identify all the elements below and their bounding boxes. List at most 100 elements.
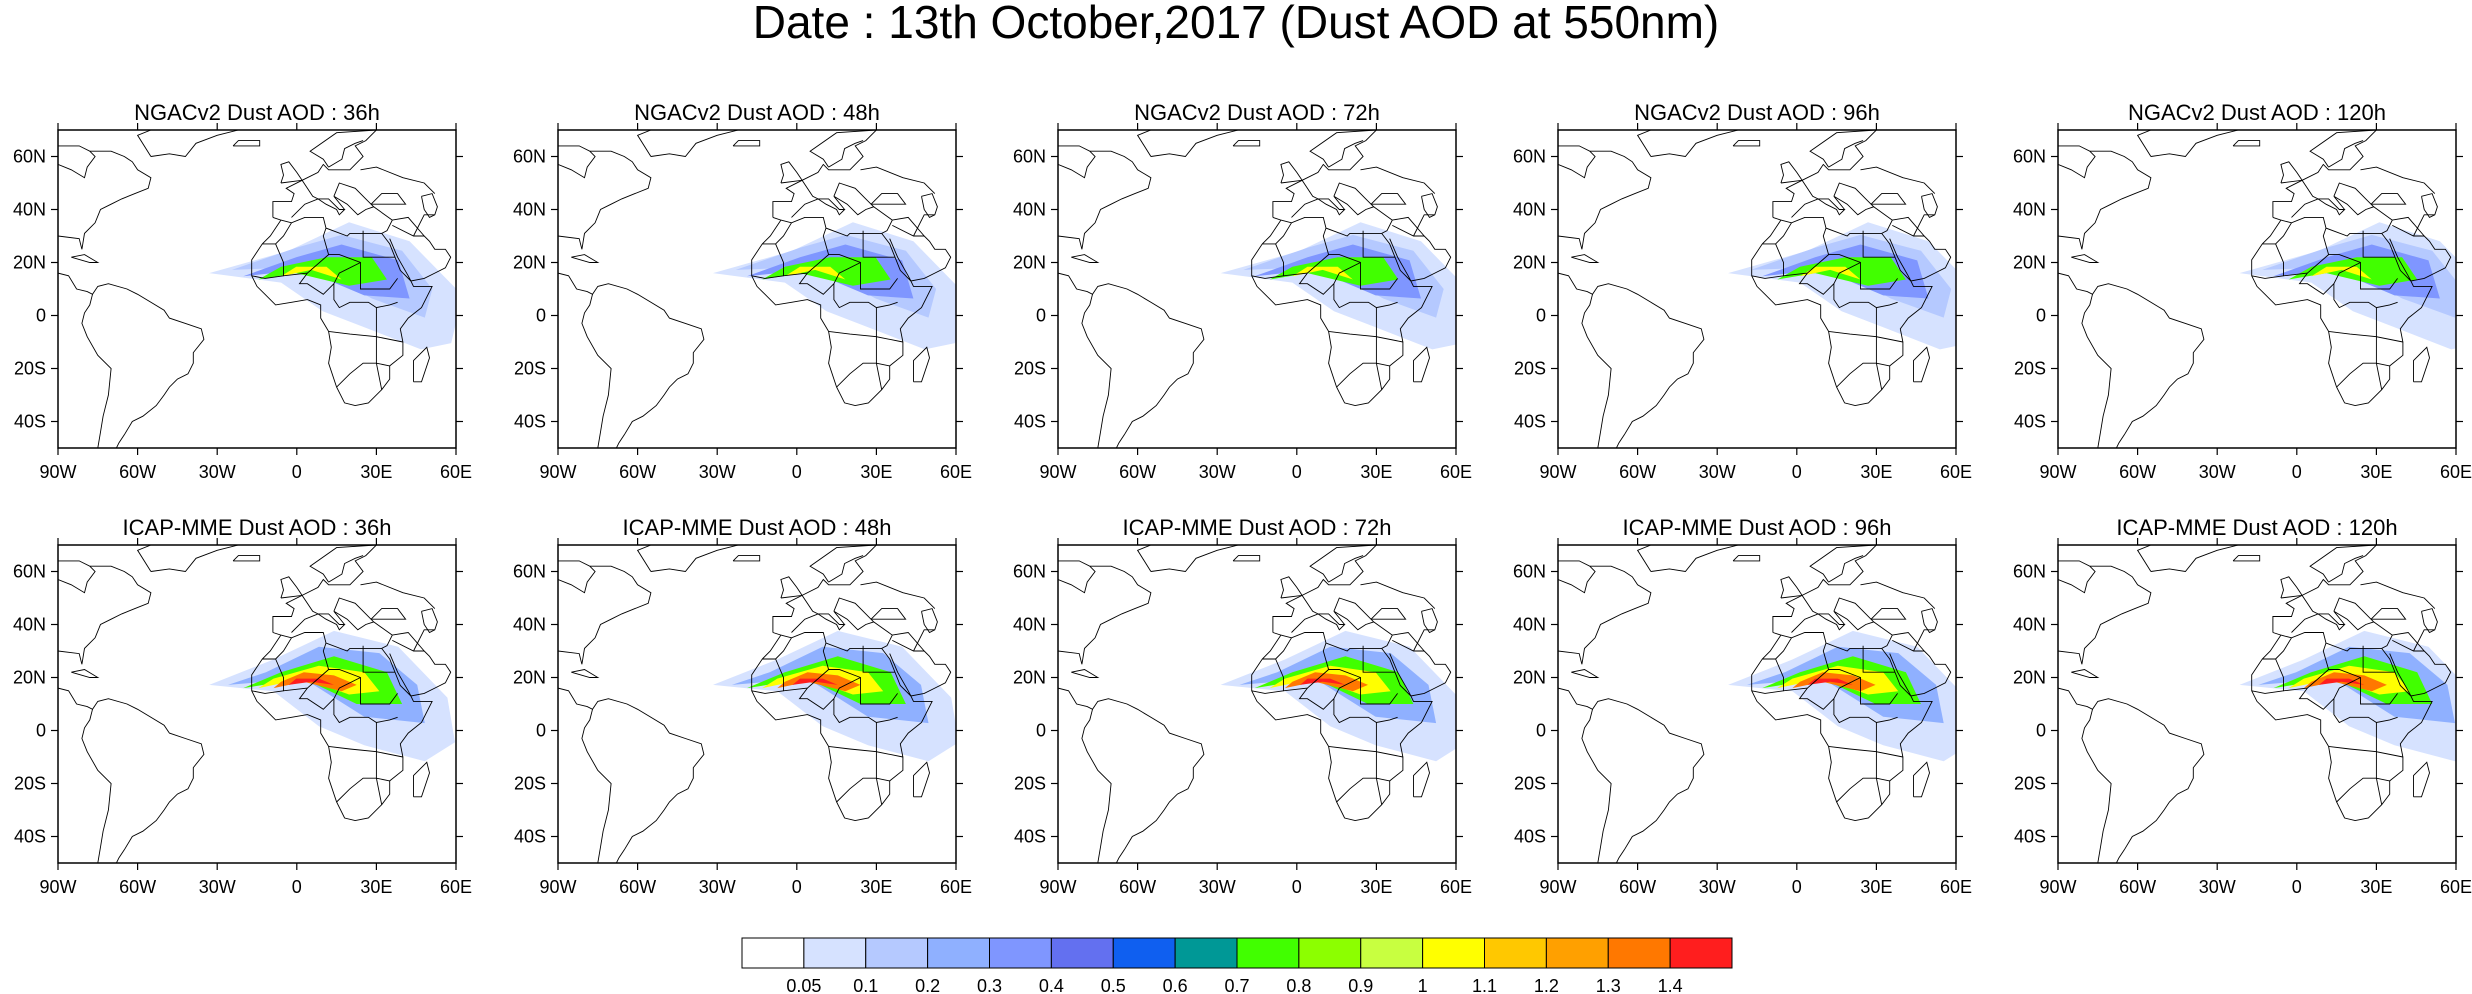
coastline (291, 610, 393, 649)
y-tick-label: 40S (1014, 827, 1046, 847)
coastline (2071, 669, 2100, 678)
coastline (2298, 272, 2398, 309)
coastline (1751, 216, 1933, 407)
coastline (1913, 346, 1930, 383)
map-panel: ICAP-MME Dust AOD : 36h 90W 60W 30W 0 30E 60E 6… (13, 515, 472, 897)
coastline (892, 216, 925, 237)
coastline (1636, 130, 1739, 157)
y-tick-label: 40S (514, 412, 546, 432)
x-tick-label: 30E (2360, 877, 2392, 897)
coastline (2058, 272, 2205, 448)
coastline (1762, 637, 1792, 660)
coastline (375, 307, 403, 343)
coastline (2333, 597, 2375, 623)
coastline (772, 545, 878, 633)
coastline (272, 130, 378, 218)
coastline (875, 777, 890, 805)
coastline (558, 687, 705, 863)
coastline (1251, 690, 1284, 694)
coastline (817, 198, 845, 216)
coastline (251, 275, 284, 279)
y-tick-label: 60N (1513, 562, 1546, 582)
coastline (2370, 193, 2407, 205)
map-area (58, 545, 456, 863)
coastline (413, 761, 430, 798)
x-tick-label: 30E (1860, 462, 1892, 482)
x-tick-label: 30E (860, 877, 892, 897)
y-tick-label: 20N (513, 668, 546, 688)
coastline (272, 545, 378, 633)
coastline (1291, 610, 1393, 649)
coastline (1298, 272, 1398, 309)
coastline (1375, 307, 1403, 343)
x-tick-label: 60W (1119, 877, 1156, 897)
x-tick-label: 0 (1792, 462, 1802, 482)
y-tick-label: 60N (2013, 562, 2046, 582)
y-tick-label: 20S (1014, 774, 1046, 794)
x-tick-label: 60E (440, 462, 472, 482)
x-tick-label: 30W (1199, 877, 1236, 897)
y-tick-label: 20S (14, 774, 46, 794)
y-tick-label: 40S (14, 412, 46, 432)
coastline (913, 629, 935, 652)
coastline (1875, 307, 1903, 343)
y-tick-label: 40N (13, 615, 46, 635)
coastline (1275, 243, 1398, 290)
panel-title: NGACv2 Dust AOD : 120h (2128, 100, 2386, 125)
x-tick-label: 90W (539, 462, 576, 482)
coastline (1301, 180, 1319, 200)
coastline (828, 140, 864, 168)
coastline (2317, 198, 2345, 216)
coastline (1822, 227, 1830, 255)
x-tick-label: 30E (860, 462, 892, 482)
y-tick-label: 40S (1014, 412, 1046, 432)
coastline (875, 722, 903, 758)
coastline (262, 222, 292, 245)
y-tick-label: 60N (2013, 147, 2046, 167)
y-tick-label: 20N (513, 253, 546, 273)
y-tick-label: 40S (14, 827, 46, 847)
coastline (558, 150, 596, 179)
coastline (1801, 180, 1819, 200)
coastline (1136, 130, 1239, 157)
coastline (1413, 346, 1430, 383)
dust-aod-contour (792, 678, 838, 685)
x-tick-label: 60W (2119, 462, 2156, 482)
y-tick-label: 40N (1013, 615, 1046, 635)
coastline (322, 227, 330, 255)
y-tick-label: 40N (1013, 200, 1046, 220)
coastline (2333, 262, 2361, 284)
dust-aod-contour (288, 678, 334, 685)
coastline (1392, 216, 1425, 237)
x-tick-label: 30E (1360, 877, 1392, 897)
map-frame (1557, 544, 1957, 864)
y-tick-label: 40N (13, 200, 46, 220)
coastline (870, 193, 907, 205)
coastline (2136, 130, 2239, 157)
y-tick-label: 40N (513, 200, 546, 220)
coastline (833, 597, 875, 623)
coastline (772, 130, 878, 218)
coastline (1333, 182, 1375, 208)
x-tick-label: 60E (2440, 877, 2472, 897)
map-frame (57, 544, 457, 864)
y-tick-label: 60N (513, 147, 546, 167)
coastline (860, 166, 936, 194)
coastline (1791, 195, 1893, 234)
coastline (1058, 150, 1096, 179)
coastline (392, 216, 425, 237)
coastline (1791, 610, 1893, 649)
coastline (798, 272, 898, 309)
coastline (328, 140, 364, 168)
coastline (2360, 581, 2436, 609)
x-tick-label: 90W (539, 877, 576, 897)
x-tick-label: 60W (2119, 877, 2156, 897)
x-tick-label: 90W (2039, 877, 2076, 897)
x-tick-label: 60E (1440, 462, 1472, 482)
x-tick-label: 0 (292, 877, 302, 897)
coastline (2322, 642, 2330, 670)
coastline (389, 224, 452, 282)
coastline (2413, 629, 2435, 652)
coastline (1558, 565, 1596, 594)
x-tick-label: 60E (940, 462, 972, 482)
